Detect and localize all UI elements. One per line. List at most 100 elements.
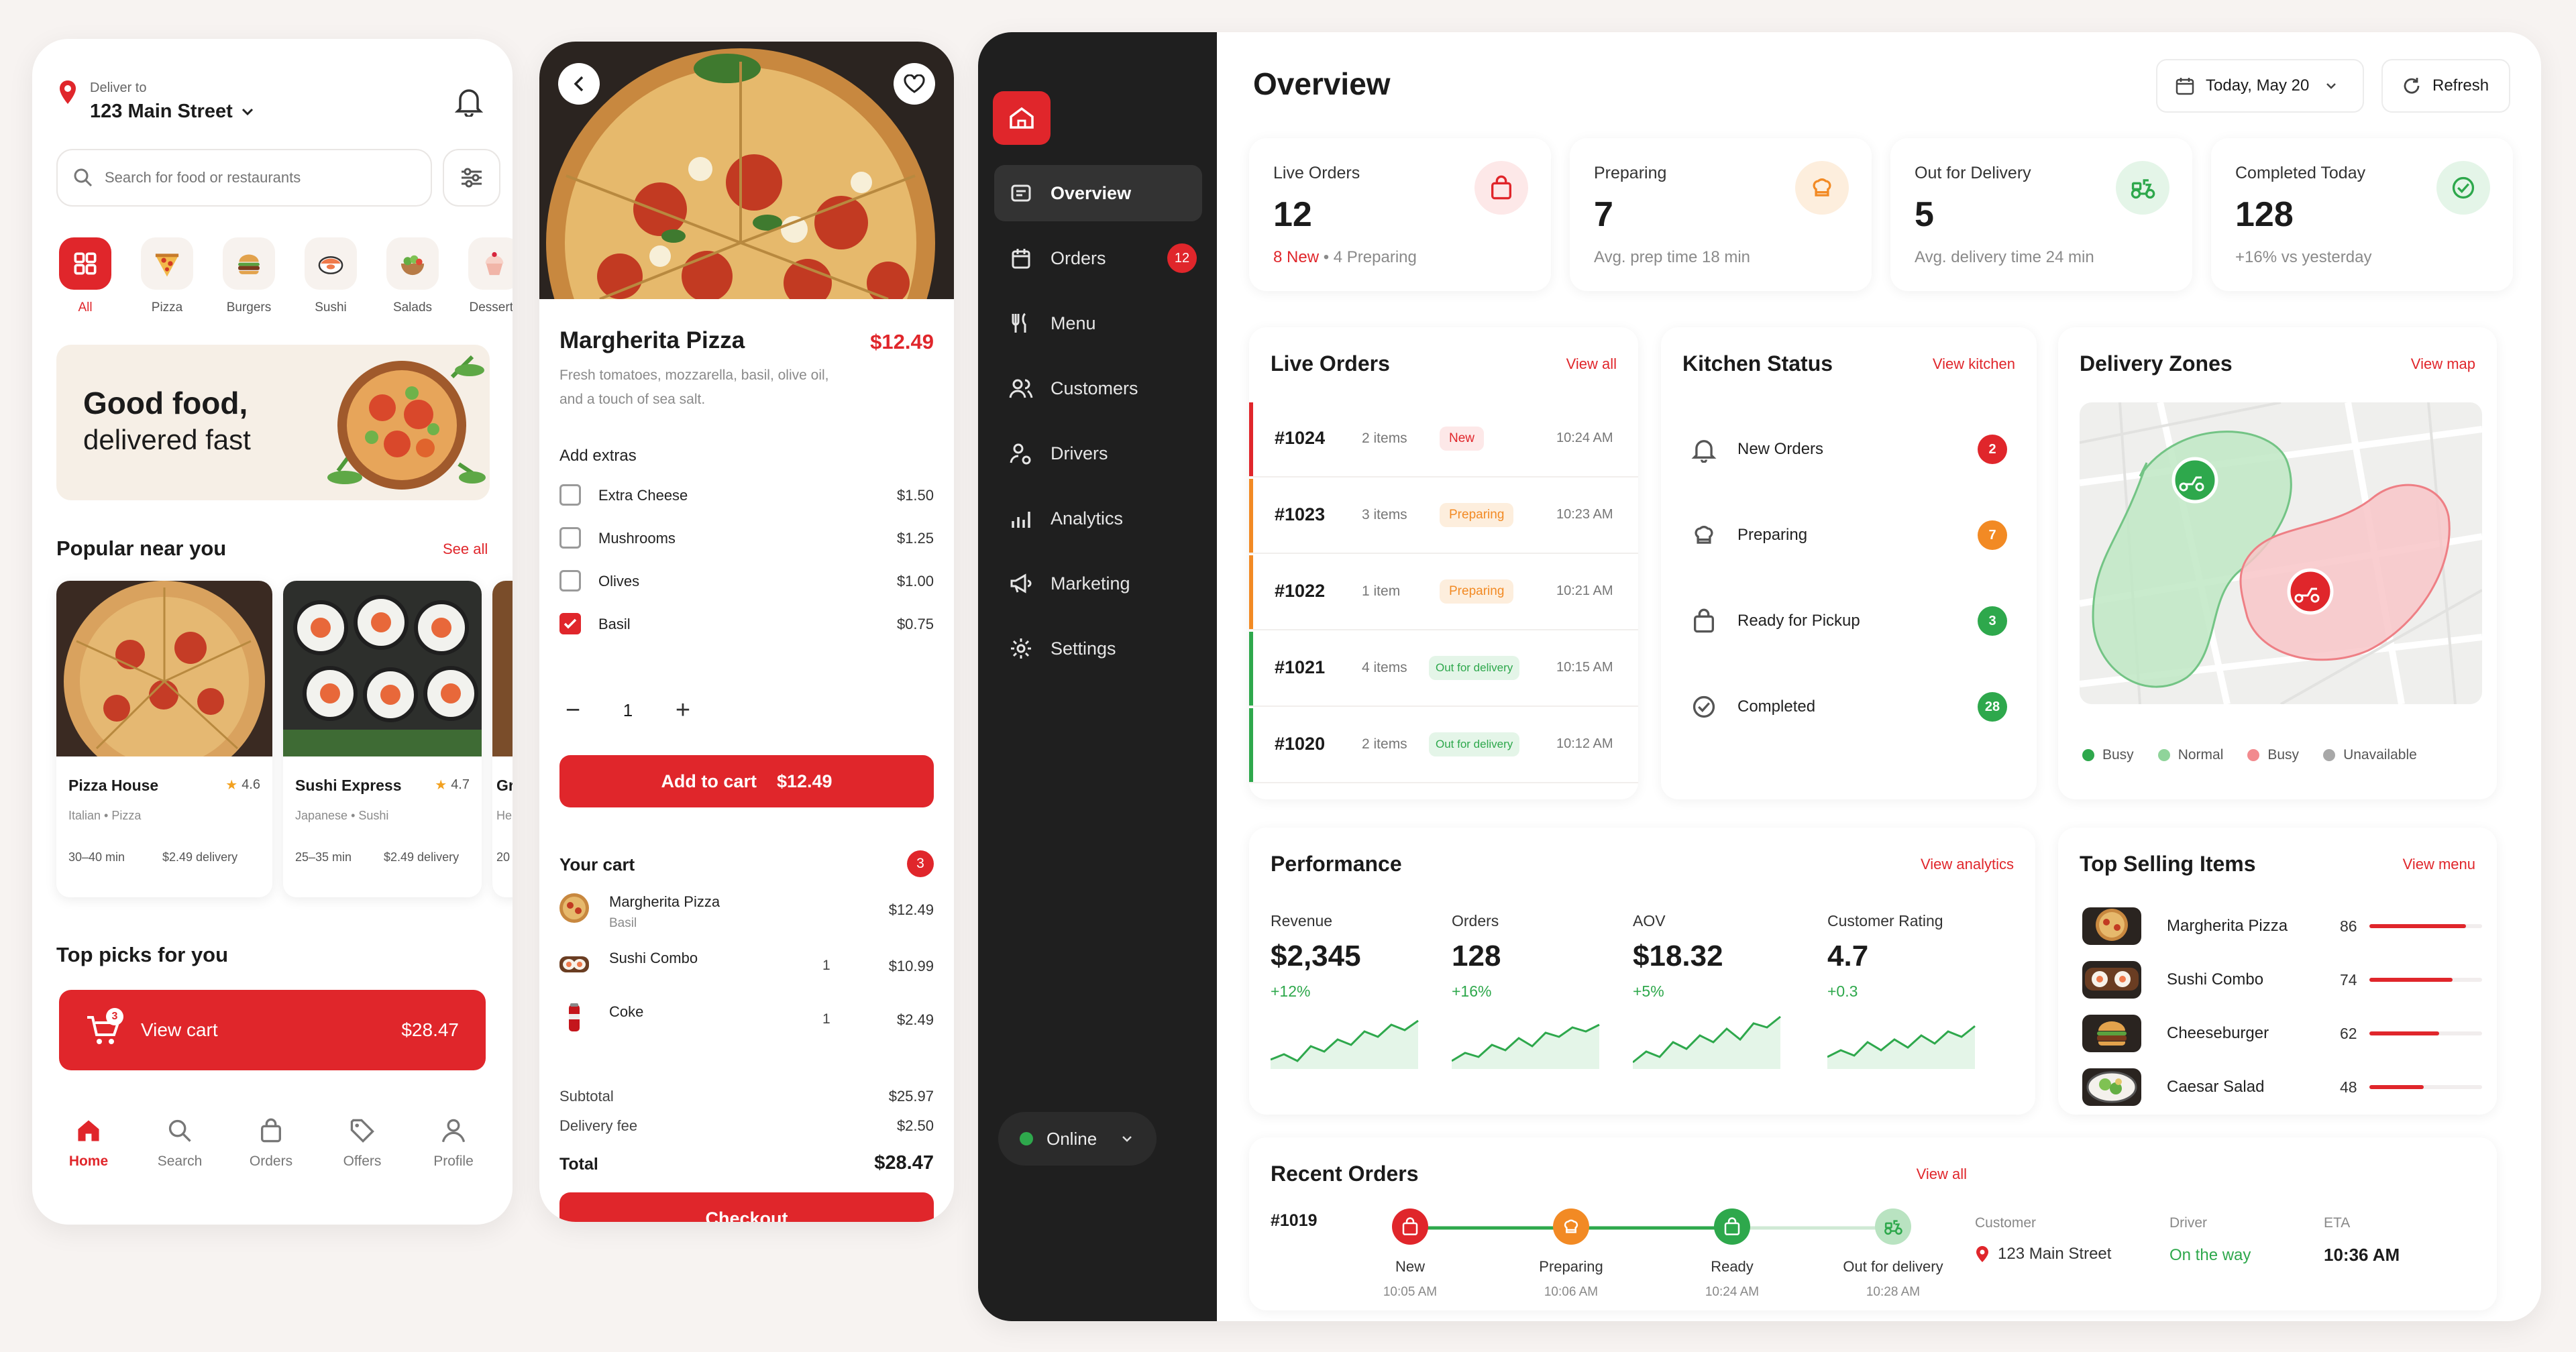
refresh-button[interactable]: Refresh — [2381, 59, 2510, 113]
status-toggle[interactable]: Online — [998, 1112, 1157, 1166]
view-cart-button[interactable]: 3 View cart $28.47 — [59, 990, 486, 1070]
sidebar-item-overview[interactable]: Overview — [994, 165, 1202, 221]
kpi-card-completed-today[interactable]: Completed Today 128 +16% vs yesterday — [2211, 138, 2513, 291]
see-all-link[interactable]: See all — [443, 541, 488, 557]
search-bar[interactable] — [56, 149, 432, 207]
logo[interactable] — [993, 91, 1051, 145]
metric-orders[interactable]: Orders 128 +16% — [1452, 912, 1626, 1069]
kpi-card-live-orders[interactable]: Live Orders 12 8 New • 4 Preparing — [1249, 138, 1551, 291]
sidebar-item-menu[interactable]: Menu — [994, 295, 1202, 351]
increment-button[interactable]: + — [675, 695, 691, 724]
sidebar-item-orders[interactable]: Orders 12 — [994, 230, 1202, 286]
favorite-button[interactable] — [894, 63, 935, 105]
location-pin-icon[interactable] — [58, 79, 78, 106]
nav-label: Search — [157, 1153, 203, 1169]
sidebar-item-customers[interactable]: Customers — [994, 360, 1202, 416]
live-orders-view-all[interactable]: View all — [1566, 355, 1617, 372]
extra-option-olives[interactable]: Olives $1.00 — [539, 567, 954, 597]
category-sushi[interactable] — [305, 237, 357, 290]
view-kitchen-link[interactable]: View kitchen — [1932, 355, 2015, 372]
restaurant-card-partial[interactable]: Gr He 20 — [492, 581, 513, 897]
recent-view-all[interactable]: View all — [1916, 1166, 1967, 1182]
cart-item[interactable]: Sushi Combo 1 $10.99 — [539, 947, 954, 994]
nav-label: Orders — [249, 1153, 293, 1169]
view-menu-link[interactable]: View menu — [2402, 856, 2475, 872]
legend-item: Busy — [2247, 747, 2299, 763]
top-item-sushi-combo[interactable]: Sushi Combo 74 — [2080, 958, 2482, 1002]
cart-item[interactable]: Margherita Pizza Basil $12.49 — [539, 891, 954, 938]
category-pizza[interactable] — [141, 237, 193, 290]
metric-customer-rating[interactable]: Customer Rating 4.7 +0.3 — [1827, 912, 2002, 1069]
decrement-button[interactable]: − — [565, 695, 581, 724]
sidebar-item-drivers[interactable]: Drivers — [994, 425, 1202, 482]
step-marker — [1714, 1208, 1750, 1245]
category-salads[interactable] — [386, 237, 439, 290]
driver-status: On the way — [2169, 1246, 2251, 1264]
legend-dot-icon — [2247, 749, 2260, 761]
kitchen-row-ready-for-pickup[interactable]: Ready for Pickup 3 — [1681, 593, 2017, 649]
bell-icon — [1690, 436, 1717, 463]
nav-home[interactable]: Home — [48, 1117, 129, 1170]
kitchen-label: New Orders — [1737, 440, 1824, 458]
metric-aov[interactable]: AOV $18.32 +5% — [1633, 912, 1807, 1069]
kitchen-row-preparing[interactable]: Preparing 7 — [1681, 507, 2017, 563]
live-order-row[interactable]: #1022 1 item Preparing 10:21 AM — [1249, 555, 1638, 630]
online-dot-icon — [1020, 1132, 1033, 1145]
restaurant-card-pizza-house[interactable]: Pizza House ★ 4.6 Italian • Pizza 30–40 m… — [56, 581, 272, 897]
checkbox[interactable] — [559, 527, 581, 549]
extra-option-basil[interactable]: Basil $0.75 — [539, 610, 954, 640]
sidebar-item-marketing[interactable]: Marketing — [994, 555, 1202, 612]
view-map-link[interactable]: View map — [2410, 355, 2475, 372]
rating: ★ 4.6 — [225, 777, 260, 793]
cart-item[interactable]: Coke 1 $2.49 — [539, 1001, 954, 1048]
live-order-row[interactable]: #1020 2 items Out for delivery 10:12 AM — [1249, 708, 1638, 783]
extra-option-extra-cheese[interactable]: Extra Cheese $1.50 — [539, 482, 954, 511]
heart-icon — [904, 74, 925, 93]
live-order-row[interactable]: #1024 2 items New 10:24 AM — [1249, 402, 1638, 477]
notification-bell-icon[interactable] — [455, 86, 483, 117]
category-desserts[interactable] — [468, 237, 513, 290]
live-order-row[interactable]: #1021 4 items Out for delivery 10:15 AM — [1249, 632, 1638, 707]
kpi-title: Preparing — [1594, 164, 1667, 182]
nav-label: Offers — [343, 1153, 382, 1169]
product-description-line1: Fresh tomatoes, mozzarella, basil, olive… — [559, 368, 829, 383]
address-selector[interactable]: 123 Main Street — [90, 101, 254, 123]
back-button[interactable] — [558, 63, 600, 105]
nav-orders[interactable]: Orders — [231, 1117, 311, 1170]
sidebar-item-analytics[interactable]: Analytics — [994, 490, 1202, 547]
nav-profile[interactable]: Profile — [413, 1117, 494, 1170]
kpi-card-preparing[interactable]: Preparing 7 Avg. prep time 18 min — [1570, 138, 1872, 291]
product-price: $12.49 — [870, 330, 934, 353]
sidebar-item-settings[interactable]: Settings — [994, 620, 1202, 677]
checkbox[interactable] — [559, 613, 581, 634]
checkbox[interactable] — [559, 570, 581, 592]
category-burgers[interactable] — [223, 237, 275, 290]
kitchen-row-new-orders[interactable]: New Orders 2 — [1681, 421, 2017, 477]
restaurant-name: Gr — [496, 777, 513, 794]
delivery-map[interactable] — [2080, 402, 2482, 704]
metric-revenue[interactable]: Revenue $2,345 +12% — [1271, 912, 1445, 1069]
search-input[interactable] — [105, 169, 413, 186]
hero-banner[interactable]: Good food, delivered fast — [56, 345, 490, 500]
recent-order-id[interactable]: #1019 — [1271, 1211, 1318, 1230]
top-item-cheeseburger[interactable]: Cheeseburger 62 — [2080, 1011, 2482, 1056]
quantity-stepper[interactable]: − 1 + — [559, 691, 696, 730]
checkbox[interactable] — [559, 484, 581, 506]
nav-search[interactable]: Search — [140, 1117, 220, 1170]
top-item-margherita-pizza[interactable]: Margherita Pizza 86 — [2080, 904, 2482, 948]
restaurant-card-sushi-express[interactable]: Sushi Express ★ 4.7 Japanese • Sushi 25–3… — [283, 581, 482, 897]
add-to-cart-button[interactable]: Add to cart $12.49 — [559, 755, 934, 807]
extra-option-mushrooms[interactable]: Mushrooms $1.25 — [539, 524, 954, 554]
checkout-button[interactable]: Checkout — [559, 1192, 934, 1222]
nav-offers[interactable]: Offers — [322, 1117, 402, 1170]
category-label: Desserts — [469, 300, 513, 315]
top-item-caesar-salad[interactable]: Caesar Salad 48 — [2080, 1065, 2482, 1109]
filter-button[interactable] — [443, 149, 500, 207]
live-order-row[interactable]: #1023 3 items Preparing 10:23 AM — [1249, 479, 1638, 554]
date-picker[interactable]: Today, May 20 — [2156, 59, 2364, 113]
star-icon: ★ — [225, 778, 238, 793]
kitchen-row-completed[interactable]: Completed 28 — [1681, 679, 2017, 735]
kpi-card-out-for-delivery[interactable]: Out for Delivery 5 Avg. delivery time 24 m… — [1890, 138, 2192, 291]
view-analytics-link[interactable]: View analytics — [1921, 856, 2014, 872]
category-all[interactable] — [59, 237, 111, 290]
